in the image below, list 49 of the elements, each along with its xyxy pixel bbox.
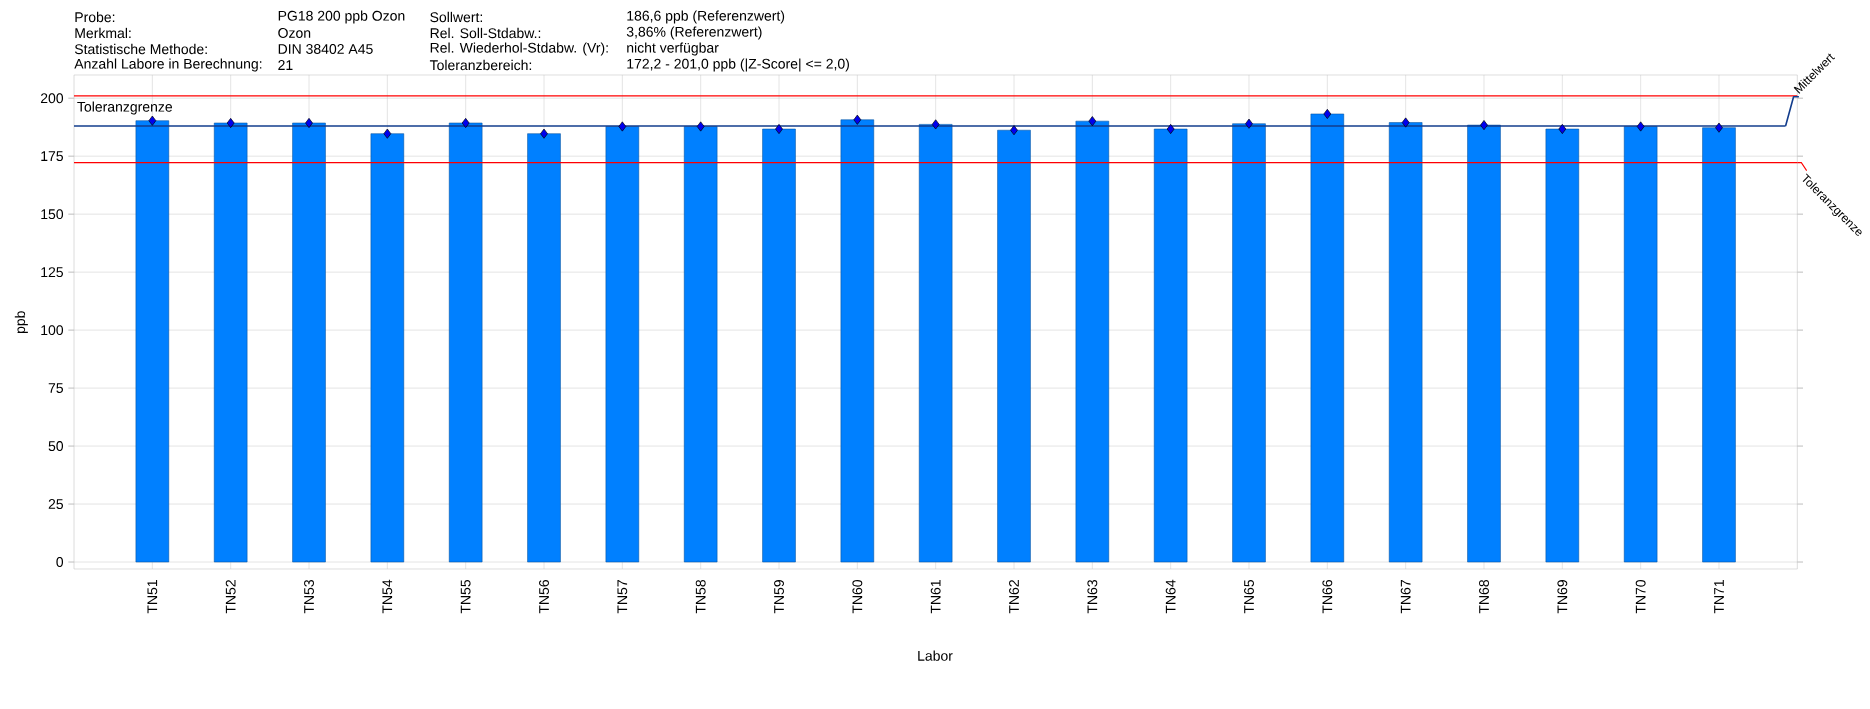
- x-tick-label: TN61: [930, 580, 941, 614]
- x-tick-label: TN52: [225, 580, 236, 614]
- y-tick-label: 100: [41, 325, 64, 336]
- text: Statistische Methode:: [74, 43, 207, 55]
- x-tick-label: TN64: [1165, 579, 1176, 614]
- y-tick-label: 125: [41, 267, 64, 278]
- x-tick-label: TN51: [147, 580, 158, 614]
- text: Toleranzbereich:: [429, 59, 532, 71]
- x-tick-label: TN63: [1087, 580, 1098, 614]
- x-tick-label: TN56: [539, 580, 549, 614]
- text: Sollwert:: [430, 11, 483, 23]
- text: Anzahl Labore in Berechnung:: [74, 58, 262, 72]
- y-tick-label: 75: [48, 383, 64, 393]
- x-tick-label: TN55: [460, 579, 471, 614]
- text: 186,6 ppb (Referenzwert): [627, 10, 785, 24]
- x-tick-label: TN53: [304, 580, 314, 614]
- text: Ozon: [278, 28, 311, 38]
- x-tick-label: TN69: [1557, 580, 1568, 614]
- x-tick-label: TN66: [1322, 580, 1333, 614]
- text: 21: [278, 60, 293, 70]
- text: Probe:: [75, 11, 115, 23]
- ref-line-label: Toleranzgrenze: [77, 101, 173, 115]
- y-tick-label: 25: [48, 499, 64, 510]
- text: Rel. Wiederhol-Stdabw. (Vr):: [430, 42, 608, 56]
- y-tick-label: 0: [56, 557, 64, 567]
- x-tick-label: TN68: [1479, 580, 1489, 614]
- x-tick-label: TN59: [774, 580, 784, 614]
- text: 172,2 - 201,0 ppb (|Z-Score| <= 2,0): [627, 58, 849, 72]
- text: PG18 200 ppb Ozon: [278, 10, 405, 24]
- y-axis-title: ppb: [14, 311, 28, 334]
- x-tick-label: TN71: [1714, 580, 1724, 614]
- y-tick-label: 50: [48, 441, 64, 452]
- x-tick-label: TN54: [382, 579, 393, 614]
- x-tick-label: TN57: [617, 580, 628, 614]
- text: Merkmal:: [75, 27, 131, 39]
- x-tick-label: TN70: [1635, 579, 1646, 614]
- y-tick-label: 150: [41, 209, 64, 220]
- x-axis-title: Labor: [918, 650, 953, 661]
- x-tick-label: TN60: [852, 579, 863, 614]
- x-tick-label: TN62: [1009, 580, 1019, 614]
- text: DIN 38402 A45: [278, 44, 373, 54]
- x-tick-label: TN67: [1400, 580, 1411, 614]
- x-tick-label: TN65: [1244, 579, 1254, 614]
- x-tick-label: TN58: [695, 580, 706, 614]
- text: nicht verfügbar: [627, 42, 719, 56]
- text: Rel. Soll-Stdabw.:: [430, 27, 541, 39]
- y-tick-label: 200: [40, 93, 64, 104]
- text: 3,86% (Referenzwert): [626, 26, 762, 40]
- y-tick-label: 175: [41, 151, 64, 162]
